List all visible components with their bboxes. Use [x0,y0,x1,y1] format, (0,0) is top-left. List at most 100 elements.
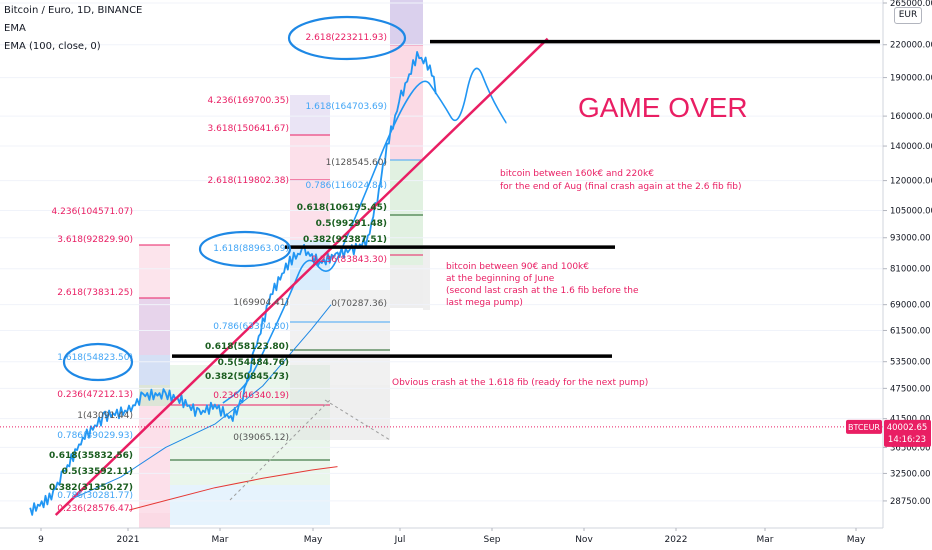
fib-zone [139,355,170,385]
fib-label: 0.382(92387.51) [303,235,387,245]
game-over-label: GAME OVER [578,92,748,123]
x-tick-label: Sep [484,535,501,545]
fib-label: 1(128545.60) [326,158,387,168]
x-tick-label: 2022 [665,535,688,545]
x-tick-label: Nov [575,535,593,545]
fib-label: 0.5(33592.11) [62,467,133,477]
grid [0,2,883,502]
price-badge [884,419,931,447]
y-tick-label: 41500.00 [890,415,931,425]
fib-label: 0.618(106195.45) [297,203,387,213]
x-tick-label: 2021 [117,535,140,545]
y-tick-label: 32500.00 [890,469,931,479]
fib-label: 3.618(150641.67) [208,124,289,134]
fib-label: 0.236(83843.30) [311,255,387,265]
fib-zone [290,95,330,135]
fib-zone [139,298,170,355]
y-tick-label: 93000.00 [890,234,931,244]
fib-label: 0.618(58123.80) [205,342,289,352]
fib-zone [390,265,423,308]
indicator-ema[interactable]: EMA [4,23,26,34]
fib-label: 0.786(30281.77) [57,491,133,501]
symbol-badge [846,419,882,434]
fib-label: 1(43091.44) [77,411,133,421]
price-line [29,51,437,516]
ema-100-line [128,466,338,511]
x-tick-label: 9 [38,535,44,545]
note-august: for the end of Aug (final crash again at… [500,182,741,192]
y-tick-label: 140000.00 [890,142,932,152]
x-tick-label: Mar [757,535,774,545]
fib-label: 0.5(54484.76) [218,358,289,368]
fib-label: 0.236(47212.13) [57,390,133,400]
fib-label: 4.236(169700.35) [208,96,289,106]
fib-label: 0.236(46340.19) [213,391,289,401]
fib-label: 0(70287.36) [331,299,387,309]
y-tick-label: 53500.00 [890,358,931,368]
y-tick-label: 36500.00 [890,443,931,453]
note-august: bitcoin between 160k€ and 220k€ [500,169,654,179]
x-tick-label: May [304,535,323,545]
y-tick-label: 61500.00 [890,326,931,336]
note-crash: Obvious crash at the 1.618 fib (ready fo… [392,378,648,388]
fib-label: 2.618(73831.25) [57,288,133,298]
fib-label: 2.618(223211.93) [306,33,387,43]
x-tick-label: May [847,535,866,545]
chart-labels: 4.236(104571.07) 3.618(92829.90) 2.618(738… [49,15,748,514]
ema-line [71,304,332,500]
symbol-badge-label: BTCEUR [848,423,880,432]
currency-badge[interactable]: EUR [894,7,922,24]
fib-label: 0.786(116024.84) [306,181,387,191]
y-tick-label: 160000.00 [890,112,932,122]
x-tick-label: Mar [212,535,229,545]
fib-zone [290,135,330,240]
fib-zone [390,0,423,45]
y-tick-label: 120000.00 [890,177,932,187]
y-tick-label: 265000.00 [890,0,932,9]
fib-label: 0.5(99291.48) [316,219,387,229]
fib-label: 0.236(28576.47) [57,504,133,514]
y-tick-label: 190000.00 [890,74,932,84]
symbol-title[interactable]: Bitcoin / Euro, 1D, BINANCE [4,5,143,16]
fib-zone [390,45,423,160]
x-axis-panel [0,528,932,550]
fib-label: 1(69904.41) [233,298,289,308]
y-axis-panel [883,0,932,550]
cone-line [324,399,391,441]
indicator-ema-100[interactable]: EMA (100, close, 0) [4,41,101,52]
fib-zone [170,365,330,485]
fib-label: 1.618(164703.69) [306,102,387,112]
fib-label: 3.618(92829.90) [57,235,133,245]
fib-label: 2.618(119802.38) [208,176,289,186]
y-tick-label: 81000.00 [890,265,931,275]
note-june: (second last crash at the 1.6 fib before… [446,286,639,296]
fib-label: 0.382(50845.73) [205,372,289,382]
trendline [54,37,549,516]
note-june: bitcoin between 90€ and 100k€ [446,262,589,272]
note-june: at the beginning of June [446,274,555,284]
fib-zone [139,406,170,513]
fib-label: 1.618(54823.50) [57,353,133,363]
y-tick-label: 105000.00 [890,207,932,217]
x-tick-label: Jul [394,535,406,545]
y-tick-label: 47500.00 [890,384,931,394]
fib-label: 0.786(39029.93) [57,431,133,441]
y-tick-label: 220000.00 [890,41,932,51]
fib-label: 0.618(35832.56) [49,451,133,461]
chart-lines [0,37,883,516]
price-badge-value: 40002.65 [887,423,928,433]
fib-label: 0.382(31350.27) [49,483,133,493]
fib-label: 1.618(88963.09) [213,244,289,254]
fib-zone [330,385,390,440]
fib-label: 4.236(104571.07) [52,207,133,217]
y-tick-label: 69000.00 [890,301,931,311]
fib-label: 0.786(63304.80) [213,322,289,332]
y-tick-label: 28750.00 [890,497,931,507]
price-badge-countdown: 14:16:23 [888,435,926,445]
fib-label: 0(39065.12) [233,433,289,443]
highlight-ellipse [287,15,407,61]
note-june: last mega pump) [446,298,523,308]
